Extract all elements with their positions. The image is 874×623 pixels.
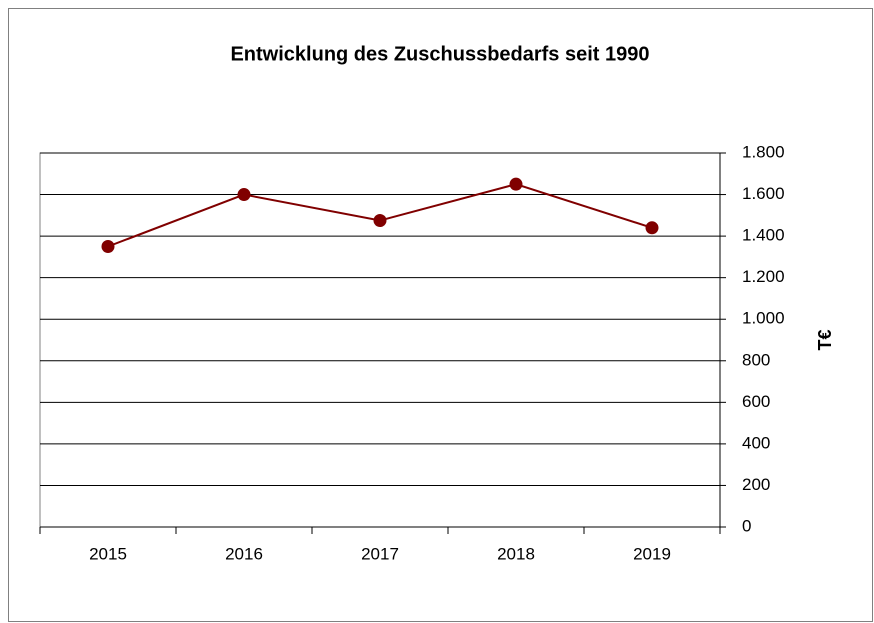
y-tick-label: 1.600 — [742, 184, 785, 203]
data-point — [645, 221, 659, 235]
x-tick-label: 2018 — [497, 544, 535, 563]
x-tick-label: 2015 — [89, 544, 127, 563]
y-tick-label: 1.800 — [742, 142, 785, 161]
x-tick-label: 2019 — [633, 544, 671, 563]
y-tick-label: 1.400 — [742, 226, 785, 245]
y-tick-label: 600 — [742, 392, 770, 411]
chart-title: Entwicklung des Zuschussbedarfs seit 199… — [230, 43, 649, 65]
y-tick-label: 400 — [742, 433, 770, 452]
chart-frame — [8, 8, 873, 622]
data-point — [509, 177, 523, 191]
data-point — [237, 188, 251, 202]
y-tick-label: 0 — [742, 516, 751, 535]
y-tick-label: 200 — [742, 475, 770, 494]
data-point — [101, 240, 115, 253]
y-tick-label: 800 — [742, 350, 770, 369]
x-tick-label: 2017 — [361, 544, 399, 563]
y-tick-label: 1.000 — [742, 309, 785, 328]
x-tick-label: 2016 — [225, 544, 263, 563]
data-point — [373, 214, 387, 228]
y-tick-label: 1.200 — [742, 267, 785, 286]
y-axis-label: T€ — [815, 329, 835, 350]
